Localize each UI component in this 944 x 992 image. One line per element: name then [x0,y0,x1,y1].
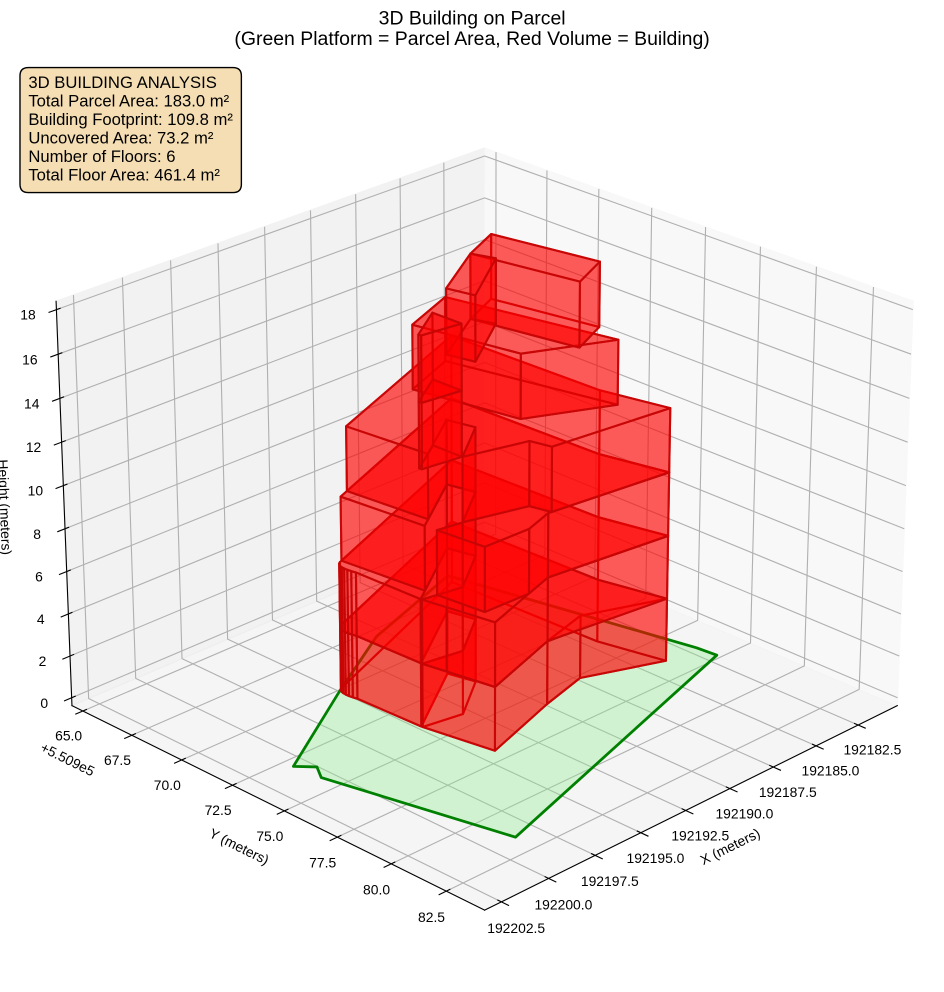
svg-text:192192.5: 192192.5 [671,828,729,844]
svg-text:192197.5: 192197.5 [581,873,639,889]
svg-text:18: 18 [20,307,36,323]
svg-text:(Green Platform = Parcel Area,: (Green Platform = Parcel Area, Red Volum… [234,28,709,50]
svg-text:70.0: 70.0 [154,777,181,793]
svg-text:Number of Floors: 6: Number of Floors: 6 [28,147,175,166]
svg-text:192182.5: 192182.5 [843,741,901,757]
svg-text:75.0: 75.0 [256,828,283,844]
svg-text:67.5: 67.5 [104,752,131,768]
svg-text:65.0: 65.0 [55,727,82,743]
svg-text:10: 10 [28,483,44,499]
svg-text:3D Building on Parcel: 3D Building on Parcel [379,7,566,29]
svg-text:4: 4 [37,611,45,627]
svg-text:72.5: 72.5 [205,802,232,818]
svg-text:80.0: 80.0 [363,882,390,898]
svg-text:77.5: 77.5 [309,855,336,871]
svg-text:192200.0: 192200.0 [534,896,592,912]
svg-text:0: 0 [40,695,48,711]
svg-text:16: 16 [22,351,38,367]
svg-text:3D BUILDING ANALYSIS: 3D BUILDING ANALYSIS [28,73,217,92]
svg-text:Total Floor Area: 461.4 m²: Total Floor Area: 461.4 m² [28,166,220,185]
svg-text:Uncovered Area: 73.2 m²: Uncovered Area: 73.2 m² [28,129,214,148]
svg-text:192187.5: 192187.5 [759,784,817,800]
svg-text:Height (meters): Height (meters) [0,459,15,555]
svg-text:192195.0: 192195.0 [626,850,684,866]
svg-text:192202.5: 192202.5 [487,920,545,936]
svg-text:2: 2 [39,653,47,669]
svg-text:14: 14 [24,395,40,411]
svg-text:192190.0: 192190.0 [715,806,773,822]
svg-text:Total Parcel Area: 183.0 m²: Total Parcel Area: 183.0 m² [28,92,229,111]
svg-text:6: 6 [35,569,43,585]
svg-text:8: 8 [33,526,41,542]
svg-text:82.5: 82.5 [418,909,445,925]
svg-text:Building Footprint: 109.8 m²: Building Footprint: 109.8 m² [28,110,233,129]
svg-text:12: 12 [26,439,42,455]
svg-text:192185.0: 192185.0 [801,763,859,779]
